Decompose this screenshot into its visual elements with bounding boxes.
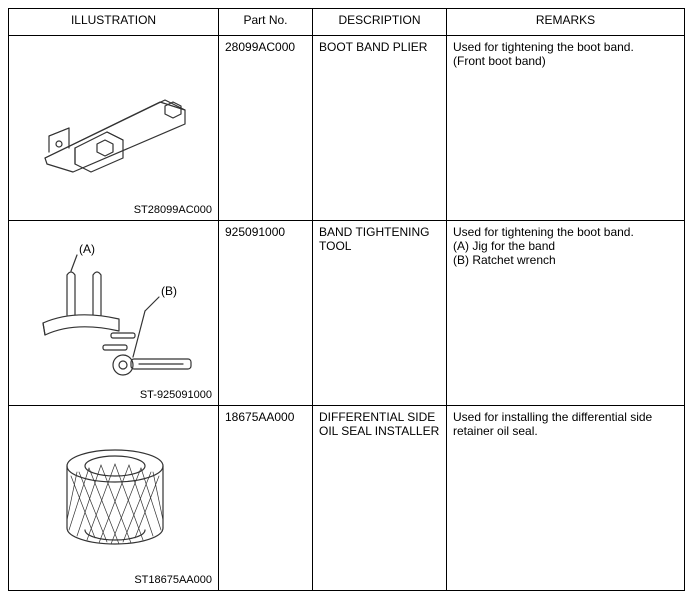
remarks-cell: Used for tightening the boot band. (A) J… <box>447 221 685 406</box>
illustration-cell: ST28099AC000 <box>9 36 219 221</box>
description-cell: BOOT BAND PLIER <box>313 36 447 221</box>
callout-b-label: (B) <box>161 284 177 298</box>
description-cell: BAND TIGHTENING TOOL <box>313 221 447 406</box>
tools-table: ILLUSTRATION Part No. DESCRIPTION REMARK… <box>8 8 685 591</box>
header-row: ILLUSTRATION Part No. DESCRIPTION REMARK… <box>9 9 685 36</box>
header-part-no: Part No. <box>219 9 313 36</box>
table-row: ST28099AC000 28099AC000 BOOT BAND PLIER … <box>9 36 685 221</box>
illustration-caption: ST28099AC000 <box>134 204 212 216</box>
band-tightening-tool-icon: (A) (B) <box>15 225 215 385</box>
callout-a-label: (A) <box>79 242 95 256</box>
header-description: DESCRIPTION <box>313 9 447 36</box>
illustration-caption: ST18675AA000 <box>134 574 212 586</box>
oil-seal-installer-icon <box>15 410 215 570</box>
remarks-line: (B) Ratchet wrench <box>453 253 678 267</box>
part-no-cell: 28099AC000 <box>219 36 313 221</box>
remarks-line: (A) Jig for the band <box>453 239 678 253</box>
header-remarks: REMARKS <box>447 9 685 36</box>
remarks-line: Used for tightening the boot band. <box>453 40 678 54</box>
illustration-caption: ST-925091000 <box>140 389 212 401</box>
remarks-line: (Front boot band) <box>453 54 678 68</box>
remarks-line: Used for installing the differential sid… <box>453 410 678 438</box>
remarks-cell: Used for tightening the boot band. (Fron… <box>447 36 685 221</box>
boot-band-plier-icon <box>15 40 215 200</box>
remarks-line: Used for tightening the boot band. <box>453 225 678 239</box>
table-row: (A) (B) ST-925091000 925091000 BA <box>9 221 685 406</box>
illustration-cell: (A) (B) ST-925091000 <box>9 221 219 406</box>
part-no-cell: 925091000 <box>219 221 313 406</box>
header-illustration: ILLUSTRATION <box>9 9 219 36</box>
